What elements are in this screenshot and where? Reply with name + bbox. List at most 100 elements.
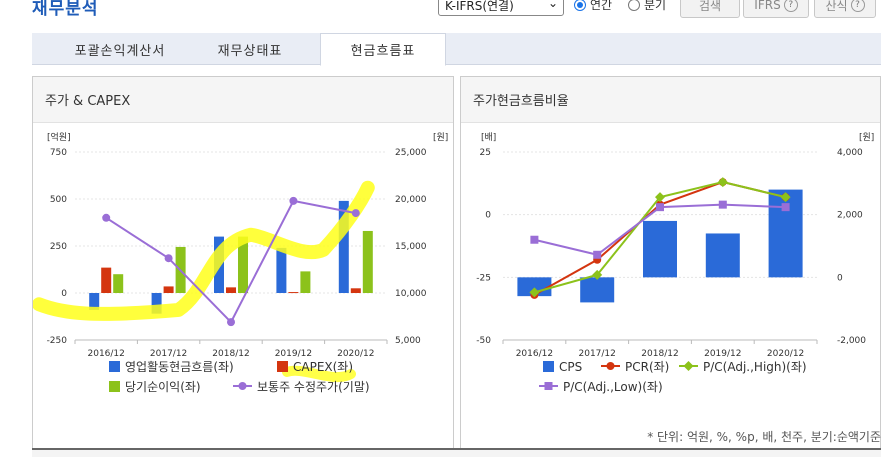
legend-adjusted-price-label: 보통주 수정주가(기말) [257, 380, 370, 394]
legend-pc-low-swatch [544, 382, 553, 390]
bar-cps [768, 189, 803, 278]
legend-cps-label: CPS [559, 360, 582, 374]
radio-quarter-dot[interactable] [628, 0, 640, 11]
tab-income-statement[interactable]: 포괄손익계산서 [74, 43, 166, 59]
search-button[interactable]: 검색 [680, 0, 740, 18]
pcr-chart: 25 0 -25 -50 4,000 2,000 0 -2,000 [배] [원] 2016/12 2… [476, 132, 874, 394]
point-pc-low [781, 203, 790, 212]
right-panel-title: 주가현금흐름비율 [461, 77, 880, 123]
right-axis-tick: 5,000 [395, 336, 421, 346]
formula-button-label: 산식 [825, 0, 848, 13]
bar-cps [705, 233, 740, 278]
left-chart-panel: 주가 & CAPEX 750 500 250 0 -250 25,000 20,000 15,… [32, 76, 454, 453]
right-axis-tick: 2,000 [837, 211, 863, 221]
table-header-edge [32, 448, 881, 457]
legend-net-income-swatch [109, 381, 120, 392]
right-axis-tick: 0 [837, 273, 843, 283]
line-adjusted-price [105, 199, 356, 324]
left-panel-title: 주가 & CAPEX [33, 77, 453, 123]
right-axis-tick: 10,000 [395, 289, 427, 299]
left-axis-tick: 0 [61, 289, 67, 299]
yellow-highlighter-stroke [282, 365, 356, 383]
x-axis-tick-label: 2019/12 [704, 349, 741, 359]
bar-operating-cf [338, 200, 349, 293]
left-axis-unit: [억원] [47, 131, 71, 143]
legend-operating-cf-swatch [109, 361, 120, 372]
x-axis-tick-label: 2020/12 [767, 349, 804, 359]
point-adjusted-price [227, 318, 235, 327]
bar-cps [517, 277, 552, 297]
point-pc-low [593, 250, 602, 259]
capex-chart: 750 500 250 0 -250 25,000 20,000 15,000 10,000 5,… [33, 131, 448, 394]
left-axis-tick: 0 [485, 211, 491, 221]
point-pc-high [592, 269, 603, 280]
radio-annual-dot[interactable] [574, 0, 586, 11]
accounting-standard-select[interactable]: K-IFRS(연결) ⌄ [438, 0, 564, 16]
x-axis-tick-label: 2016/12 [516, 349, 553, 359]
search-button-label: 검색 [698, 0, 722, 13]
legend-pc-low-label: P/C(Adj.,Low)(좌) [563, 380, 663, 394]
left-axis-tick: -25 [476, 273, 491, 283]
right-axis-tick: 20,000 [395, 195, 427, 205]
legend-pcr-swatch [606, 362, 615, 370]
point-pc-high [529, 287, 540, 298]
bar-operating-cf [151, 293, 162, 314]
left-axis-tick: 250 [50, 242, 67, 252]
left-axis-tick: 750 [50, 148, 67, 158]
right-axis-unit: [원] [859, 132, 874, 143]
question-icon: ? [850, 0, 865, 12]
bar-capex [226, 287, 236, 293]
right-axis-tick: 25,000 [395, 148, 427, 158]
point-pc-high [655, 192, 665, 203]
legend-adjusted-price-swatch [238, 382, 247, 390]
right-axis-unit: [원] [433, 132, 448, 143]
radio-annual[interactable]: 연간 [574, 0, 612, 13]
x-axis-tick-label: 2018/12 [212, 349, 249, 359]
radio-quarter-label: 분기 [644, 0, 667, 12]
bar-net-income [113, 274, 124, 293]
bar-capex [350, 288, 361, 293]
legend-operating-cf-label: 영업활동현금흐름(좌) [125, 360, 234, 374]
ifrs-help-button[interactable]: IFRS ? [743, 0, 809, 18]
bar-net-income [238, 236, 248, 293]
left-axis-tick: -250 [47, 336, 68, 346]
bar-net-income [362, 230, 373, 293]
bar-operating-cf [89, 293, 100, 310]
point-pc-high [780, 192, 791, 203]
bar-operating-cf [276, 247, 287, 293]
radio-annual-label: 연간 [590, 0, 613, 12]
bar-capex [163, 286, 174, 293]
legend-cps-swatch [543, 361, 554, 372]
radio-quarter[interactable]: 분기 [628, 0, 666, 13]
x-axis-tick-label: 2020/12 [337, 349, 374, 359]
tab-balance-sheet[interactable]: 재무상태표 [217, 43, 283, 59]
tab-cash-flow[interactable]: 현금흐름표 [320, 33, 446, 66]
unit-footnote: * 단위: 억원, %, %p, 배, 천주, 분기:순액기준 [647, 430, 881, 444]
point-pc-low [718, 200, 727, 209]
select-value: K-IFRS(연결) [445, 0, 514, 13]
point-pc-high [717, 177, 728, 188]
legend-pcr-label: PCR(좌) [625, 360, 669, 374]
point-pc-low [656, 203, 664, 212]
legend-pc-high-label: P/C(Adj.,High)(좌) [703, 360, 807, 374]
left-axis-tick: -50 [476, 336, 491, 346]
page-title: 재무분석 [32, 0, 99, 19]
ifrs-button-label: IFRS [754, 0, 781, 12]
right-axis-tick: 4,000 [837, 148, 863, 158]
x-axis-tick-label: 2017/12 [579, 349, 616, 359]
bar-capex [101, 267, 112, 293]
right-chart-panel: 주가현금흐름비율 25 0 -25 -50 4,000 2,000 0 -2,000 [배] [원… [460, 76, 881, 453]
right-axis-tick: -2,000 [837, 336, 866, 346]
bar-cps [580, 277, 615, 303]
left-axis-tick: 500 [50, 195, 67, 205]
bar-net-income [300, 271, 311, 293]
chevron-down-icon: ⌄ [547, 0, 558, 10]
x-axis-tick-label: 2016/12 [88, 349, 125, 359]
formula-help-button[interactable]: 산식 ? [814, 0, 876, 18]
x-axis-tick-label: 2017/12 [150, 349, 187, 359]
legend-capex-swatch [277, 361, 288, 372]
point-adjusted-price [351, 209, 360, 218]
x-axis-tick-label: 2019/12 [275, 349, 312, 359]
yellow-highlighter-stroke [33, 180, 375, 321]
